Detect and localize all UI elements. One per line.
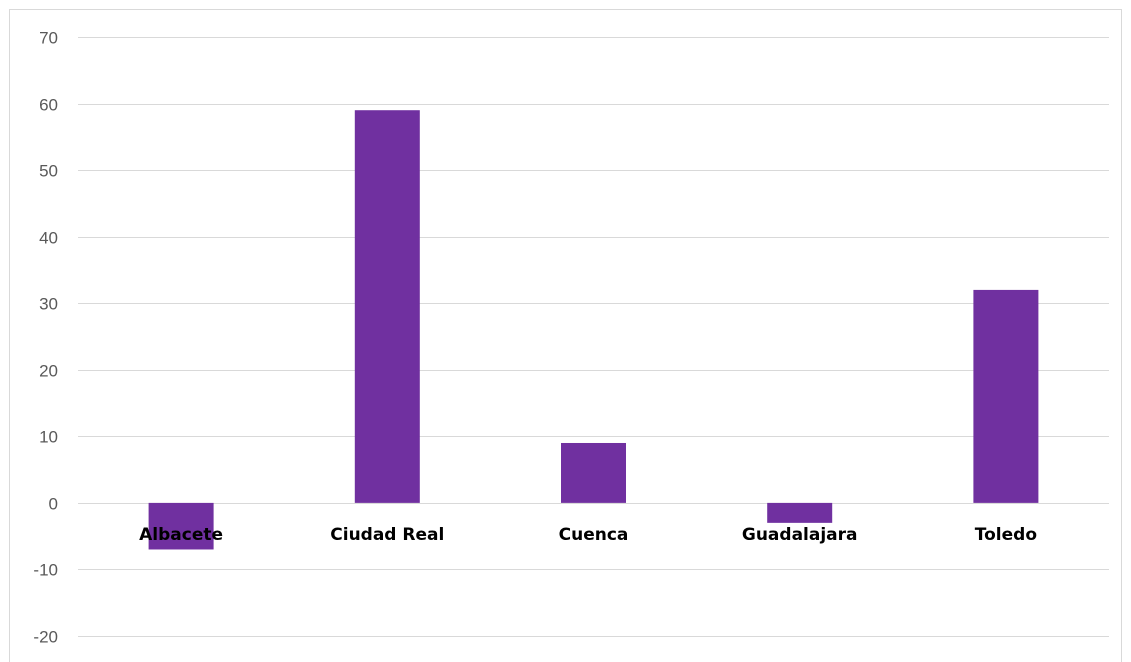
y-tick-label: 50: [39, 162, 58, 181]
y-tick-label: 40: [39, 229, 58, 248]
bars: [148, 110, 1039, 550]
bar: [148, 502, 214, 550]
y-tick-label: 20: [39, 362, 58, 381]
category-label: Ciudad Real: [330, 525, 444, 545]
category-labels: Albacete Ciudad Real Cuenca Guadalajara Tole…: [139, 525, 1037, 545]
category-label: Toledo: [975, 525, 1037, 545]
y-tick-label: -20: [33, 628, 58, 647]
bar: [973, 289, 1039, 503]
y-tick-label: 70: [39, 29, 58, 48]
y-tick-label: 30: [39, 295, 58, 314]
bar: [767, 502, 833, 523]
gridlines: [78, 37, 1109, 637]
category-label: Albacete: [139, 525, 223, 545]
chart-frame: [9, 9, 1122, 662]
y-tick-label: -10: [33, 561, 58, 580]
category-label: Cuenca: [559, 525, 629, 545]
y-tick-label: 60: [39, 96, 58, 115]
y-tick-label: 0: [49, 495, 58, 514]
y-tick-label: 10: [39, 428, 58, 447]
category-label: Guadalajara: [742, 525, 858, 545]
bar: [561, 442, 626, 503]
y-axis-tick-labels: 70 60 50 40 30 20 10 0 -10 -20: [33, 29, 58, 647]
bar: [354, 110, 420, 503]
